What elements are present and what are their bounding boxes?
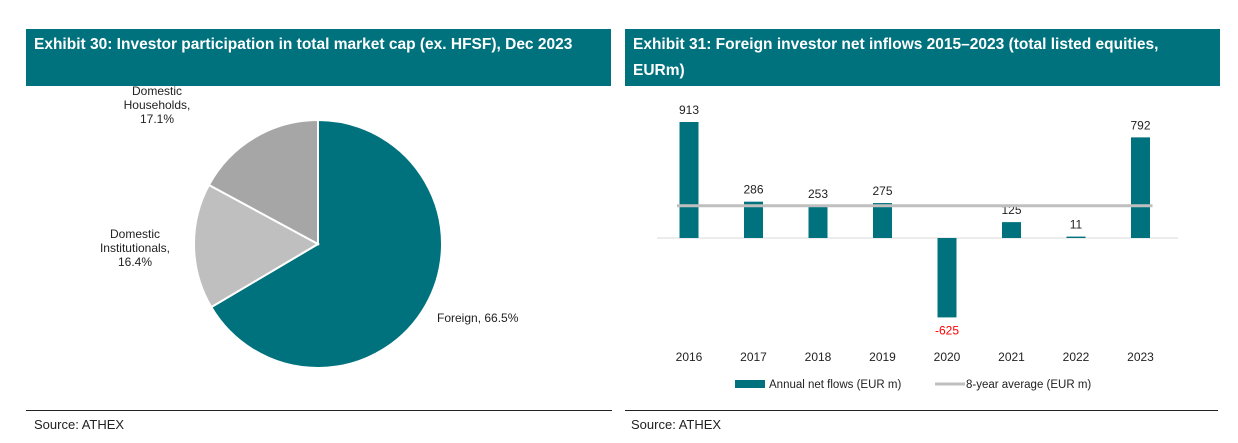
- x-tick-label: 2021: [998, 350, 1025, 364]
- pie-slice: [209, 118, 443, 369]
- bar-chart: 9132016286201725320182752019-62520201252…: [657, 103, 1178, 391]
- pie-slice-label: Domestic Households, 17.1%: [124, 86, 191, 126]
- bar-data-label: 286: [743, 183, 763, 197]
- bar: [873, 203, 892, 238]
- bar: [808, 205, 828, 238]
- x-tick-label: 2016: [676, 350, 703, 364]
- pie-slice: [193, 183, 321, 309]
- x-tick-label: 2023: [1127, 350, 1154, 364]
- x-tick-label: 2017: [740, 350, 767, 364]
- x-tick-label: 2022: [1063, 350, 1090, 364]
- bar: [744, 201, 763, 238]
- exhibit-30-divider: [26, 410, 612, 411]
- pie-slice-label: Domestic Institutionals, 16.4%: [100, 227, 170, 269]
- bar-data-label: -625: [935, 323, 959, 337]
- exhibit-31-source: Source: ATHEX: [631, 417, 722, 432]
- bar: [937, 238, 957, 318]
- legend-label-average: 8-year average (EUR m): [966, 379, 1091, 391]
- bar-data-label: 913: [679, 103, 699, 117]
- x-tick-label: 2020: [934, 350, 961, 364]
- bar: [1066, 236, 1086, 238]
- exhibit-30-title: Exhibit 30: Investor participation in to…: [26, 29, 611, 86]
- pie-slice: [207, 118, 319, 246]
- legend-label-bars: Annual net flows (EUR m): [769, 379, 901, 391]
- legend: Annual net flows (EUR m) 8-year average (…: [735, 379, 1091, 391]
- exhibit-30-panel: Exhibit 30: Investor participation in to…: [0, 0, 612, 443]
- bar-data-label: 11: [1070, 218, 1083, 232]
- x-tick-label: 2018: [805, 350, 832, 364]
- bar: [1002, 222, 1021, 238]
- exhibit-30-source: Source: ATHEX: [34, 417, 125, 432]
- pie-slice-label: Foreign, 66.5%: [437, 311, 519, 325]
- exhibit-31-divider: [625, 410, 1218, 411]
- pie-chart: Foreign, 66.5% Domestic Institutionals, 16.…: [100, 86, 519, 369]
- bar-data-label: 792: [1130, 118, 1150, 132]
- legend-swatch-bars: [735, 380, 765, 388]
- exhibit-31-title: Exhibit 31: Foreign investor net inflows…: [625, 29, 1220, 86]
- exhibit-31-panel: Exhibit 31: Foreign investor net inflows…: [625, 0, 1238, 443]
- bar-data-label: 275: [872, 184, 892, 198]
- bar: [679, 122, 699, 238]
- x-tick-label: 2019: [869, 350, 896, 364]
- bar-data-label: 253: [808, 187, 828, 201]
- bar: [1131, 137, 1150, 238]
